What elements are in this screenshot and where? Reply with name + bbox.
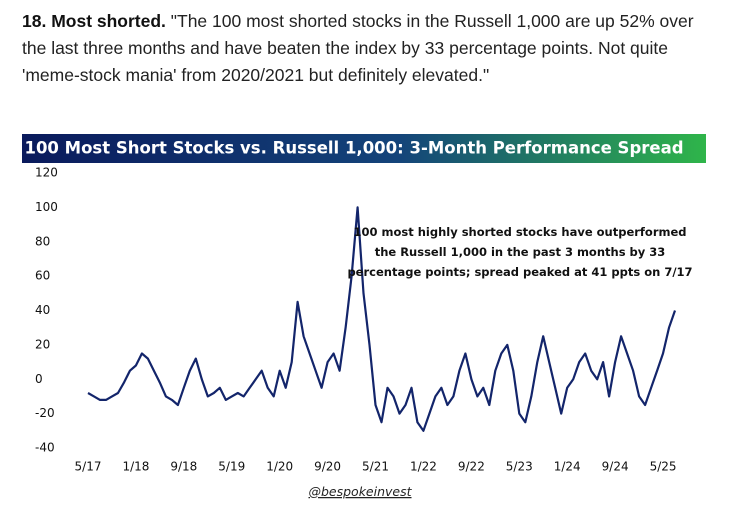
y-tick-label: 20	[35, 337, 50, 351]
intro-paragraph: 18. Most shorted. "The 100 most shorted …	[22, 8, 712, 89]
y-tick-label: 0	[35, 372, 43, 386]
x-tick-label: 5/25	[650, 460, 677, 474]
y-tick-label: -20	[35, 406, 55, 420]
title-banner	[22, 134, 706, 163]
chart-title: 100 Most Short Stocks vs. Russell 1,000:…	[24, 139, 683, 158]
x-tick-label: 5/17	[75, 460, 102, 474]
y-tick-label: 80	[35, 234, 50, 248]
y-tick-label: -40	[35, 441, 55, 455]
y-tick-label: 60	[35, 269, 50, 283]
annotation: percentage points; spread peaked at 41 p…	[347, 265, 692, 279]
quote: "The 100 most shorted stocks in the Russ…	[22, 11, 694, 85]
y-tick-label: 100	[35, 200, 58, 214]
series-line	[87, 206, 677, 432]
x-tick-label: 5/23	[506, 460, 533, 474]
x-tick-label: 5/21	[362, 460, 389, 474]
x-tick-label: 9/20	[314, 460, 341, 474]
x-tick-label: 1/24	[554, 460, 581, 474]
heading: 18. Most shorted.	[22, 11, 166, 31]
source: @bespokeinvest	[308, 484, 412, 499]
y-tick-label: 120	[35, 166, 58, 180]
y-tick-label: 40	[35, 303, 50, 317]
x-tick-label: 9/18	[170, 460, 197, 474]
annotation: the Russell 1,000 in the past 3 months b…	[375, 245, 666, 259]
annotation: 100 most highly shorted stocks have outp…	[353, 225, 686, 239]
x-tick-label: 1/20	[266, 460, 293, 474]
x-tick-label: 9/24	[602, 460, 629, 474]
x-tick-label: 1/22	[410, 460, 437, 474]
x-tick-label: 9/22	[458, 460, 485, 474]
x-tick-label: 1/18	[122, 460, 149, 474]
x-tick-label: 5/19	[218, 460, 245, 474]
